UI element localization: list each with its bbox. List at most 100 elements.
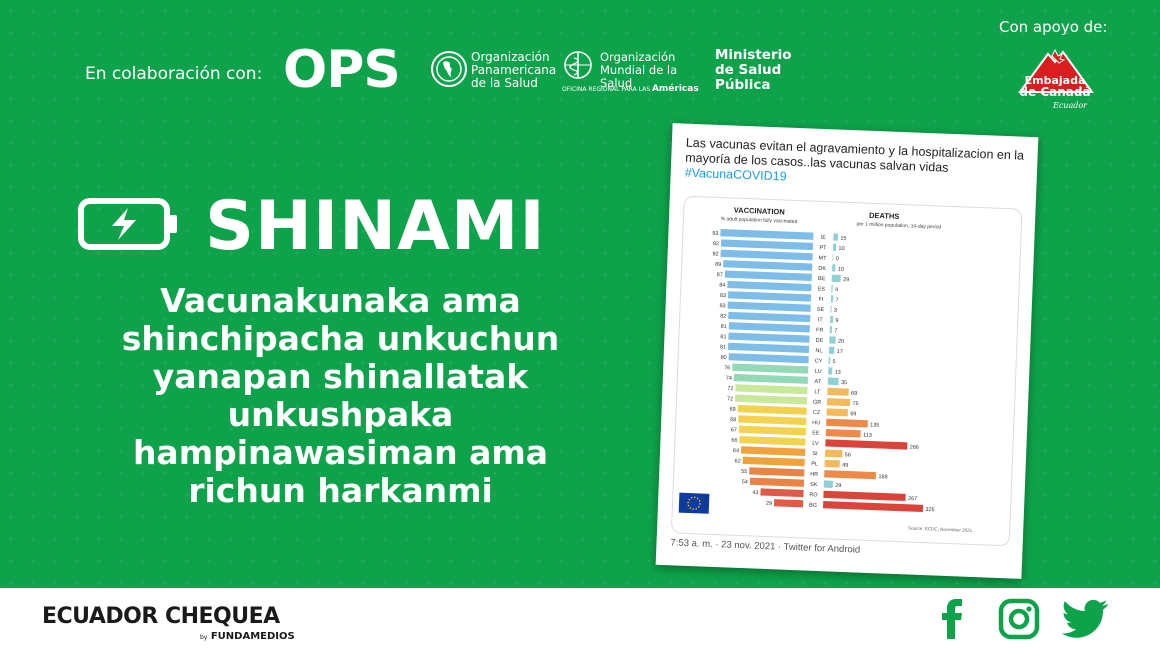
vaccination-bar [760, 488, 804, 498]
vaccination-value-label: 68 [730, 417, 736, 423]
country-label: LT [814, 389, 821, 395]
vaccination-value-label: 69 [729, 407, 735, 413]
deaths-value-label: 69 [851, 391, 857, 397]
deaths-value-label: 7 [834, 328, 837, 334]
vaccination-bar [723, 260, 813, 271]
vaccination-bar [738, 415, 807, 426]
vaccination-value-label: 62 [734, 458, 740, 464]
country-label: DK [818, 266, 826, 272]
paho-globe-icon [431, 51, 467, 87]
vaccination-value-label: 76 [724, 365, 730, 371]
vaccination-bar [740, 446, 806, 456]
vaccination-value-label: 43 [752, 490, 758, 496]
vaccination-value-label: 67 [731, 427, 737, 433]
vaccination-bar [728, 311, 811, 323]
deaths-bar [827, 377, 839, 386]
green-banner: En colaboración con: OPS Organización Pa… [0, 0, 1160, 588]
vaccination-bar [732, 363, 809, 374]
who-emblem-icon [564, 51, 592, 79]
vaccination-bar [734, 394, 808, 405]
vaccination-value-label: 93 [712, 231, 718, 237]
ops-logo: OPS [283, 40, 401, 100]
fundamedios-name: FUNDAMEDIOS [210, 631, 295, 642]
country-label: RO [809, 492, 818, 498]
ministry-line-2: de Salud [715, 62, 782, 78]
vaccination-value-label: 80 [720, 355, 726, 361]
country-label: PL [811, 461, 818, 467]
country-label: LV [812, 441, 819, 447]
deaths-value-label: 267 [908, 496, 917, 502]
hero-message: Vacunakunaka ama shinchipacha unkuchun y… [121, 281, 560, 510]
deaths-bar [826, 408, 848, 417]
country-label: BE [818, 276, 826, 282]
hero-title: SHINAMI [205, 187, 546, 266]
chart-left-title: VACCINATION [734, 206, 785, 217]
deaths-bar [832, 243, 837, 252]
who-region-small: OFICINA REGIONAL PARA LAS [562, 86, 651, 93]
vaccination-value-label: 82 [720, 314, 726, 320]
deaths-value-label: 5 [832, 359, 835, 365]
deaths-bar [829, 336, 836, 344]
country-label: MT [818, 255, 827, 261]
who-region-name: Américas [651, 84, 699, 94]
vaccination-bar [749, 467, 805, 477]
twitter-icon[interactable] [1062, 598, 1110, 640]
ministry-line-1: Ministerio [715, 47, 792, 63]
deaths-value-label: 15 [840, 236, 846, 242]
deaths-bar [823, 480, 833, 488]
chart-left-subtitle: % adult population fully vaccinated [720, 216, 797, 225]
deaths-value-label: 0 [836, 256, 839, 262]
battery-charging-icon [78, 198, 177, 250]
paho-name-line-1: Organización [471, 50, 550, 64]
vaccination-bar [727, 291, 812, 302]
paho-name: Organización Panamericana de la Salud [471, 51, 561, 90]
vaccination-bar [720, 249, 813, 261]
vaccination-value-label: 87 [717, 272, 723, 278]
deaths-value-label: 3 [834, 308, 837, 314]
deaths-bar [828, 346, 835, 355]
country-label: HU [812, 420, 820, 426]
chart-right-subtitle: per 1 million population, 14-day period [856, 221, 941, 230]
country-label: AT [814, 379, 821, 385]
ministry-name: Ministerio de Salud Pública [715, 48, 792, 93]
deaths-bar [828, 356, 831, 365]
country-label: FR [816, 328, 824, 334]
vaccination-bar [727, 280, 812, 292]
chart-image: VACCINATION % adult population fully vac… [670, 195, 1023, 547]
country-label: SE [817, 307, 825, 313]
deaths-bar [830, 305, 832, 313]
vaccination-value-label: 54 [742, 479, 748, 485]
instagram-icon[interactable] [998, 598, 1040, 640]
vaccination-value-label: 83 [720, 293, 726, 299]
who-name-line-2: Mundial de la Salud [600, 63, 678, 90]
vaccination-value-label: 64 [733, 448, 739, 454]
vaccination-value-label: 83 [719, 303, 725, 309]
country-label: SK [810, 482, 818, 488]
paho-name-line-2: Panamericana [471, 63, 557, 77]
who-region: OFICINA REGIONAL PARA LAS Américas [562, 84, 699, 94]
tweet-meta: 7:53 a. m. · 23 nov. 2021 · Twitter for … [670, 537, 861, 556]
deaths-bar [831, 274, 841, 283]
country-label: LU [815, 369, 822, 375]
deaths-bar [829, 326, 833, 334]
deaths-bar [827, 387, 849, 396]
vaccination-value-label: 81 [720, 334, 726, 340]
deaths-value-label: 10 [838, 246, 844, 252]
deaths-bar [832, 253, 834, 262]
vaccination-value-label: 55 [741, 469, 747, 475]
vaccination-bar [727, 342, 810, 354]
deaths-value-label: 17 [837, 349, 843, 355]
deaths-value-label: 75 [852, 401, 858, 407]
deaths-value-label: 10 [838, 266, 844, 272]
vaccination-bar [749, 477, 805, 487]
by-label: by [200, 634, 208, 641]
vaccination-value-label: 81 [721, 324, 727, 330]
deaths-value-label: 20 [838, 339, 844, 345]
vaccination-value-label: 89 [715, 262, 721, 268]
paho-name-line-3: de la Salud [471, 76, 538, 90]
deaths-bar [832, 264, 836, 272]
deaths-value-label: 113 [863, 432, 872, 438]
vaccination-deaths-chart: VACCINATION % adult population fully vac… [678, 206, 973, 533]
tweet-hashtag[interactable]: #VacunaCOVID19 [684, 165, 787, 184]
facebook-icon[interactable] [938, 598, 968, 640]
